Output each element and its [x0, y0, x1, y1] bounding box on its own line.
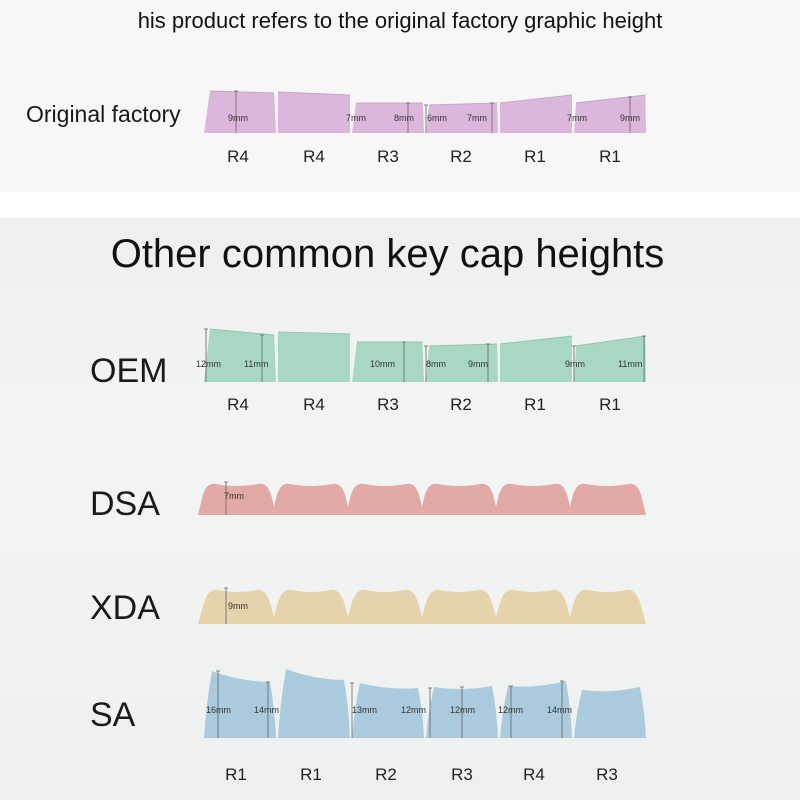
keycap: [494, 589, 572, 624]
keycap: [272, 589, 350, 624]
row-label: R1: [599, 147, 621, 166]
profile-label-dsa: DSA: [90, 485, 160, 523]
keycap: [568, 589, 646, 624]
profile-label-xda: XDA: [90, 589, 160, 627]
profile-label-original-factory: Original factory: [26, 101, 181, 127]
profile-label-oem: OEM: [90, 352, 168, 390]
height-measurement: 9mm: [228, 113, 248, 123]
keycap: [204, 91, 276, 133]
original-factory-keycaps: 9mm 7mm 8mm 6mm 7mm 7mm 9mm R4 R4 R3 R2 R1 R1: [204, 90, 646, 166]
height-measurement: 7mm: [467, 113, 487, 123]
height-measurement: 11mm: [244, 359, 268, 369]
height-measurement: 7mm: [346, 113, 366, 123]
row-label: R1: [599, 395, 621, 414]
keycap-top-edge: [499, 94, 573, 104]
keycap: [204, 329, 276, 382]
keycap: [204, 671, 276, 738]
height-measurement: 8mm: [426, 359, 446, 369]
keycap-top-edge: [209, 328, 275, 336]
row-label: R4: [303, 395, 325, 414]
keycap: [272, 483, 350, 515]
height-measurement: 16mm: [206, 705, 231, 715]
keycap: [278, 92, 350, 133]
keycap: [494, 483, 572, 515]
row-label: R2: [450, 147, 472, 166]
keycap: [198, 483, 276, 515]
keycap: [574, 336, 646, 382]
keycap-top-edge: [277, 331, 351, 335]
keycap: [278, 332, 350, 382]
row-label: R1: [225, 765, 247, 784]
keycap: [352, 103, 424, 133]
row-label: R1: [300, 765, 322, 784]
height-measurement: 9mm: [228, 601, 248, 611]
keycap-top-edge: [575, 94, 646, 104]
row-label: R3: [596, 765, 618, 784]
sa-keycaps: 16mm 14mm 13mm 12mm 12mm 12mm 14mm R1 R1 R2 R3 R4 R3: [204, 669, 646, 784]
keycap-top-edge: [428, 343, 498, 347]
row-label: R1: [524, 395, 546, 414]
keycap: [352, 342, 424, 382]
height-measurement: 13mm: [352, 705, 377, 715]
row-label: R3: [377, 147, 399, 166]
profile-label-sa: SA: [90, 696, 136, 734]
height-measurement: 9mm: [565, 359, 585, 369]
keycap: [500, 95, 572, 133]
oem-keycaps: 12mm 11mm 10mm 8mm 9mm 9mm 11mm R4 R4 R3 R2 R1 R1: [196, 328, 646, 414]
panel-divider: [0, 192, 800, 218]
keycap-top-edge: [499, 335, 573, 345]
keycap-top-edge: [575, 335, 646, 347]
keycap: [574, 687, 646, 738]
keycap: [198, 589, 276, 624]
keycap: [420, 589, 498, 624]
row-label: R2: [375, 765, 397, 784]
height-measurement: 12mm: [196, 359, 221, 369]
height-measurement: 12mm: [450, 705, 475, 715]
keycap: [420, 483, 498, 515]
keycap: [346, 589, 424, 624]
height-measurement: 9mm: [620, 113, 640, 123]
height-measurement: 7mm: [224, 491, 244, 501]
height-measurement: 8mm: [394, 113, 414, 123]
keycap: [426, 103, 498, 133]
original-factory-panel: [0, 0, 800, 192]
section-title: Other common key cap heights: [110, 232, 665, 276]
height-measurement: 12mm: [401, 705, 426, 715]
row-label: R3: [377, 395, 399, 414]
row-label: R4: [227, 147, 249, 166]
keycap-top-edge: [209, 90, 275, 94]
keycap: [568, 483, 646, 515]
keycap: [426, 344, 498, 382]
header-note: his product refers to the original facto…: [137, 8, 663, 33]
row-label: R4: [303, 147, 325, 166]
keycap: [346, 483, 424, 515]
keycap-top-edge: [277, 91, 351, 96]
row-label: R1: [524, 147, 546, 166]
dsa-keycaps: 7mm: [198, 481, 646, 515]
keycap: [500, 336, 572, 382]
keycap: [352, 683, 424, 738]
height-measurement: 14mm: [254, 705, 279, 715]
keycap-top-edge: [428, 102, 498, 106]
height-measurement: 14mm: [547, 705, 572, 715]
keycap: [500, 681, 572, 738]
row-label: R3: [451, 765, 473, 784]
height-measurement: 12mm: [498, 705, 523, 715]
height-measurement: 10mm: [370, 359, 395, 369]
height-measurement: 11mm: [618, 359, 642, 369]
row-label: R4: [227, 395, 249, 414]
keycap: [574, 95, 646, 133]
row-label: R2: [450, 395, 472, 414]
height-measurement: 6mm: [427, 113, 447, 123]
keycap: [278, 669, 350, 738]
row-label: R4: [523, 765, 545, 784]
height-measurement: 9mm: [468, 359, 488, 369]
xda-keycaps: 9mm: [198, 587, 646, 624]
height-measurement: 7mm: [567, 113, 587, 123]
